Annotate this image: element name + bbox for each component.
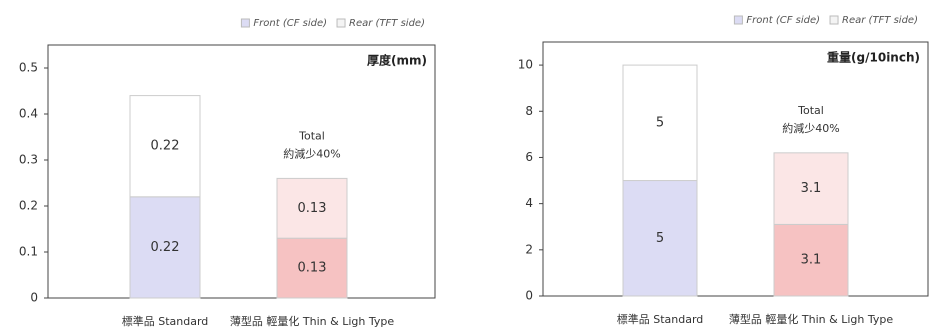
y-tick-label: 0.2 [19, 199, 38, 213]
legend-label: Rear (TFT side) [349, 18, 425, 29]
bar-segment [276, 177, 348, 239]
plot-frame [47, 44, 436, 299]
value-label: 5 [656, 231, 664, 246]
x-tick-label: 薄型品 輕量化 Thin & Ligh Type [729, 312, 893, 326]
value-label: 0.22 [151, 139, 180, 154]
value-label: 5 [656, 115, 664, 130]
legend-swatch [829, 15, 839, 25]
plot-frame [542, 41, 929, 297]
y-tick-label: 0.1 [19, 245, 38, 259]
y-tick-label: 10 [518, 58, 533, 72]
value-label: 3.1 [801, 181, 822, 196]
y-tick-label: 0 [30, 291, 38, 305]
legend-label: Rear (TFT side) [842, 15, 918, 26]
legend-swatch [240, 18, 250, 28]
legend-label: Front (CF side) [746, 15, 820, 26]
y-tick-label: 0.4 [19, 107, 38, 121]
bar-segment [129, 95, 201, 198]
legend-swatch [733, 15, 743, 25]
x-tick-label: 標準品 Standard [122, 314, 209, 328]
value-label: 3.1 [801, 253, 822, 268]
y-tick-label: 0.5 [19, 61, 38, 75]
legend-swatch [336, 18, 346, 28]
bar-segment [773, 152, 849, 225]
y-tick-label: 8 [525, 104, 533, 118]
bar-segment [622, 64, 698, 182]
y-tick-label: 0 [525, 289, 533, 303]
x-tick-label: 薄型品 輕量化 Thin & Ligh Type [230, 314, 394, 328]
annotation: Total [298, 129, 325, 142]
chart-title: 厚度(mm) [367, 53, 427, 68]
bar-segment [622, 180, 698, 297]
bar-segment [129, 196, 201, 299]
annotation: 約減少40% [283, 146, 340, 160]
chart-title: 重量(g/10inch) [827, 50, 920, 65]
x-tick-label: 標準品 Standard [617, 312, 704, 326]
legend-label: Front (CF side) [253, 18, 327, 29]
y-tick-label: 6 [525, 150, 533, 164]
annotation: 約減少40% [782, 121, 839, 135]
value-label: 0.22 [151, 240, 180, 255]
annotation: Total [797, 104, 824, 117]
value-label: 0.13 [298, 261, 327, 276]
y-tick-label: 2 [525, 242, 533, 256]
y-tick-label: 0.3 [19, 153, 38, 167]
y-tick-label: 4 [525, 196, 533, 210]
value-label: 0.13 [298, 201, 327, 216]
bar-segment [276, 237, 348, 299]
bar-segment [773, 223, 849, 297]
